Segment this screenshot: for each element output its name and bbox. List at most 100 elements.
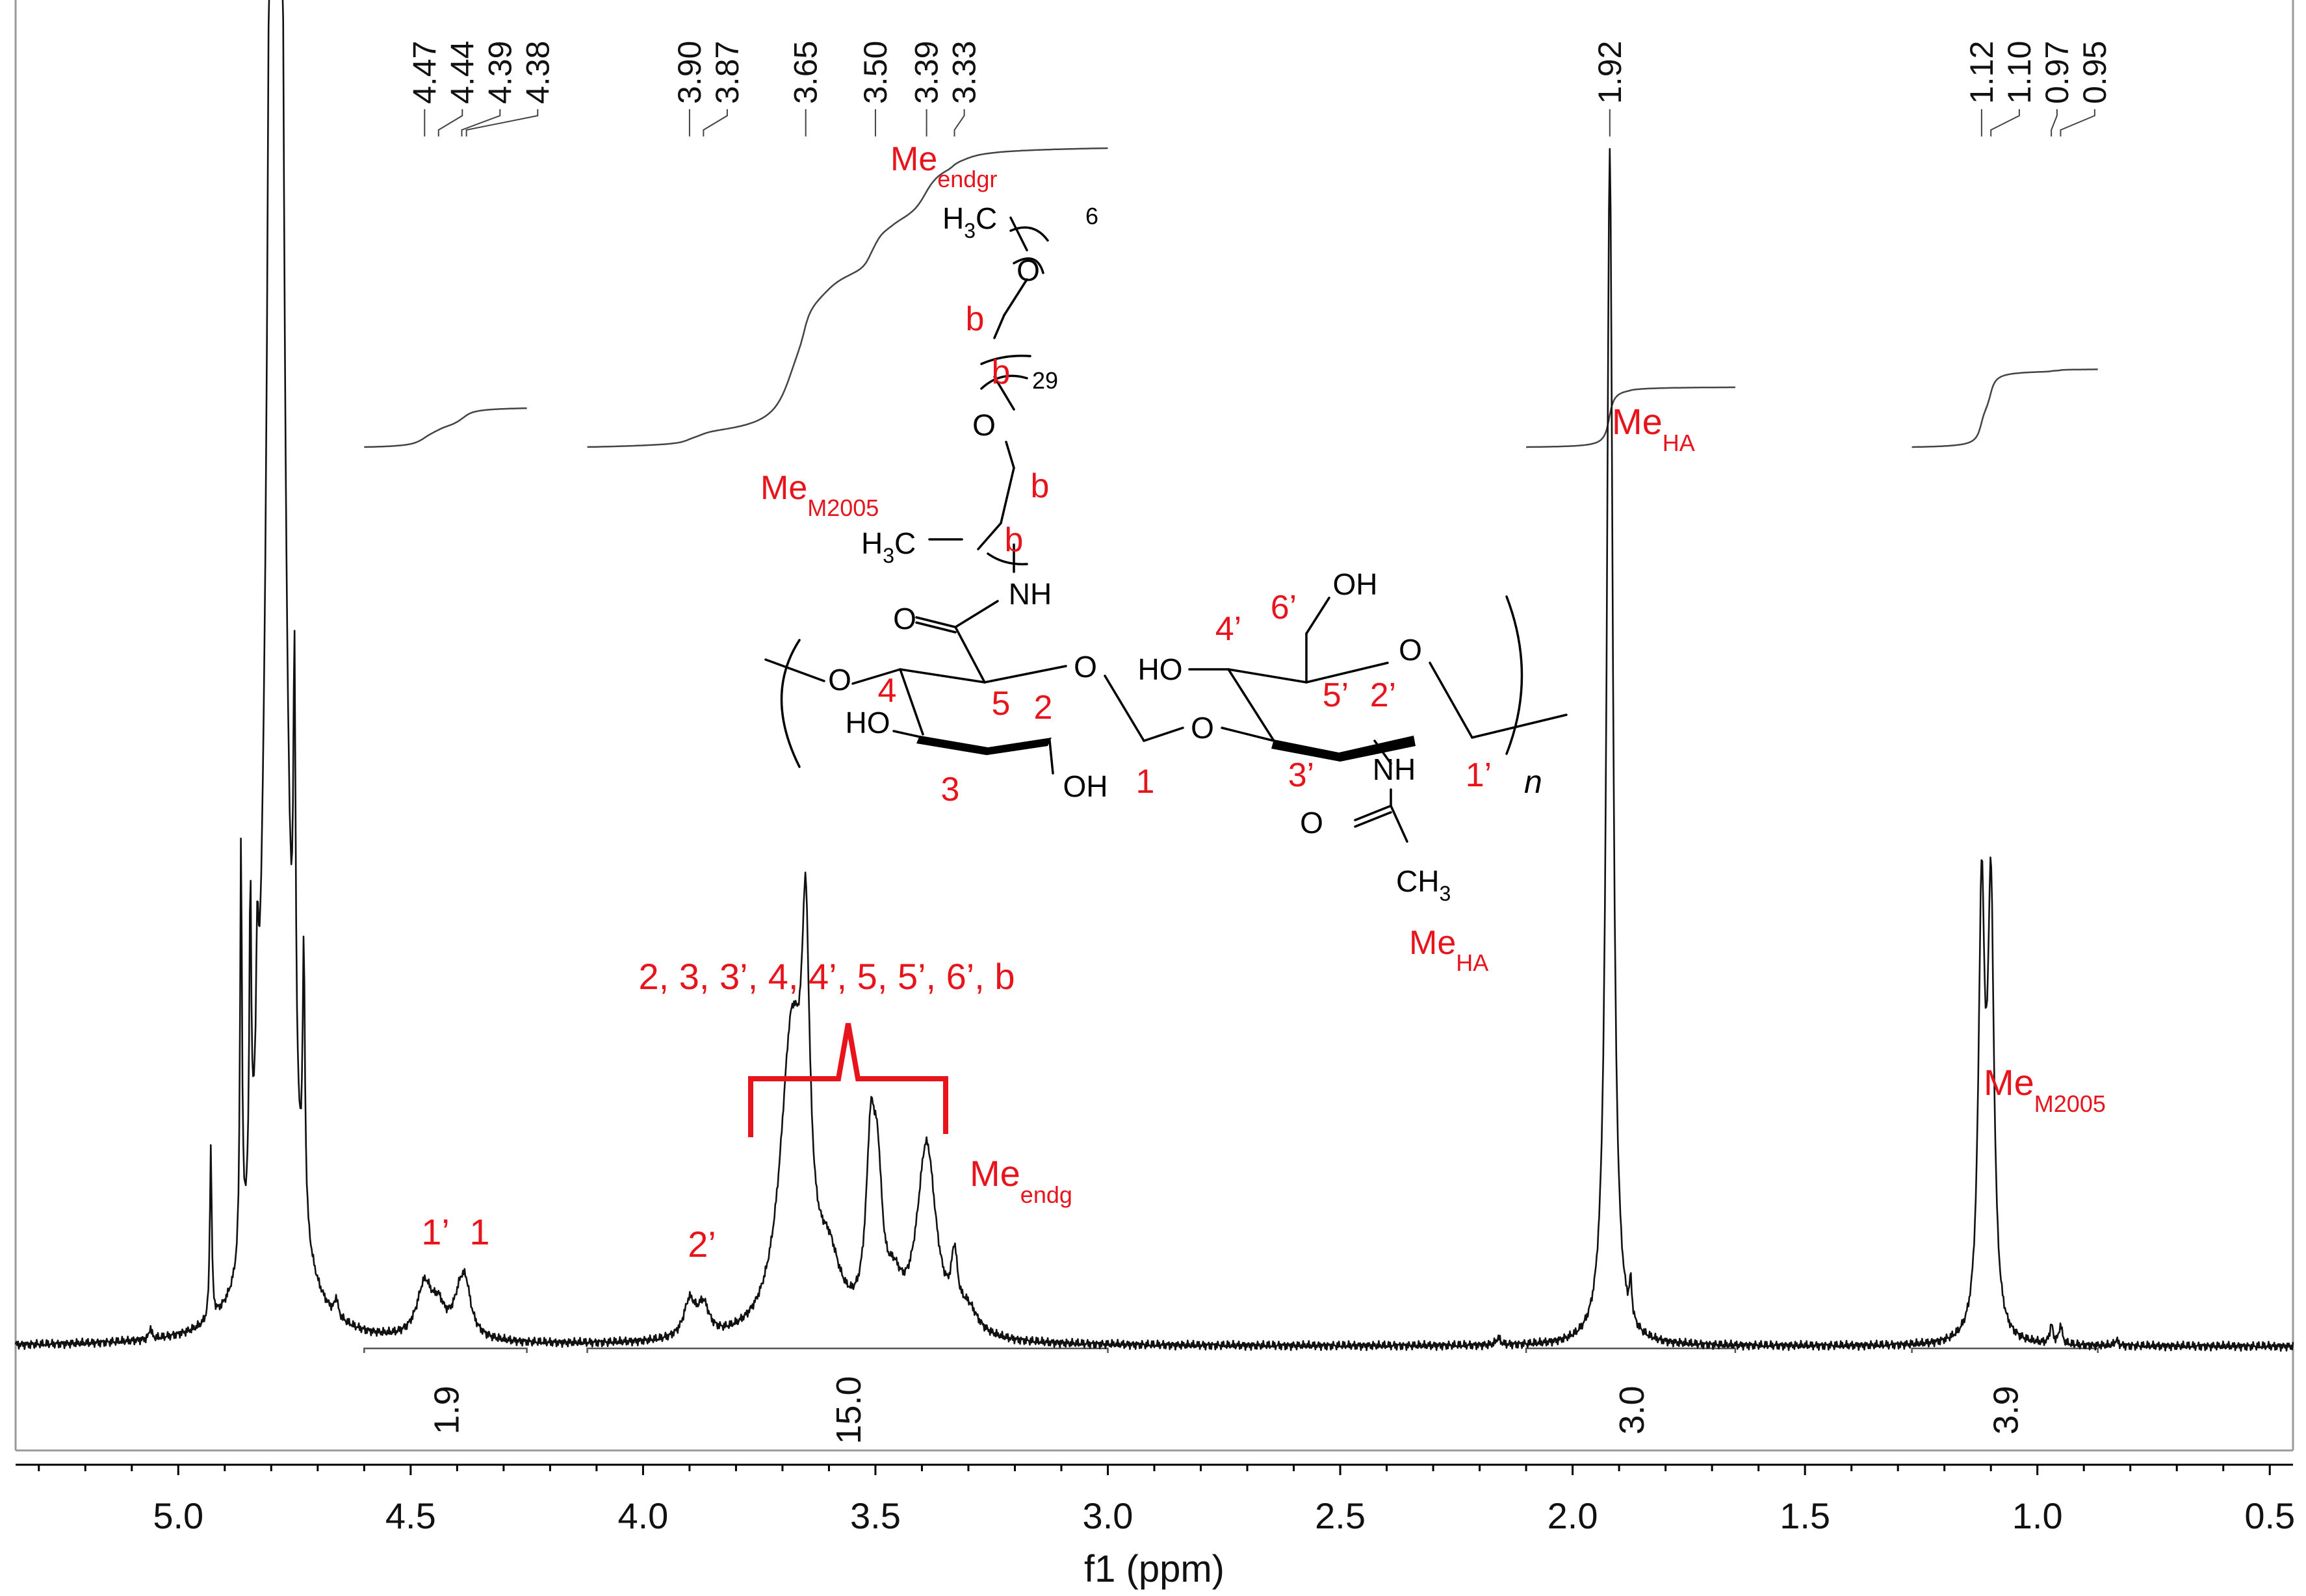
atom-label: OH bbox=[1063, 769, 1108, 803]
peak-pick-label: 4.44 bbox=[444, 41, 480, 104]
chain-label: b bbox=[1005, 521, 1024, 559]
atom-label: O bbox=[1300, 806, 1323, 840]
x-tick-label: 3.0 bbox=[1083, 1495, 1134, 1536]
x-axis-ticks: 5.0 4.5 4.0 3.5 3.0 2.5 2.0 1.5 1.0 0.5 bbox=[38, 1465, 2295, 1536]
repeat-unit-label: n bbox=[1524, 764, 1542, 800]
x-axis-title: f1 (ppm) bbox=[1084, 1548, 1224, 1590]
repeat-count: 29 bbox=[1032, 367, 1058, 394]
position-label: 4’ bbox=[1215, 610, 1241, 648]
x-tick-label: 0.5 bbox=[2244, 1495, 2295, 1536]
atom-label: H3C bbox=[861, 526, 916, 567]
assignment-label: 1 bbox=[469, 1211, 489, 1252]
methyl-label-m2005: MeM2005 bbox=[1984, 1062, 2106, 1117]
x-tick-label: 2.5 bbox=[1315, 1495, 1366, 1536]
methyl-label-ha: MeHA bbox=[1612, 401, 1695, 456]
x-tick-label: 1.0 bbox=[2012, 1495, 2063, 1536]
peak-pick-label: 3.87 bbox=[709, 41, 745, 104]
atom-label: NH bbox=[1373, 753, 1416, 786]
structure-atom-labels: O HO OH O O HO OH O NH O CH3 NH O H3C O … bbox=[828, 201, 1542, 905]
peak-pick-label: 4.47 bbox=[406, 41, 443, 104]
peak-pick-label: 4.39 bbox=[482, 41, 518, 104]
position-label: 2’ bbox=[1370, 676, 1396, 714]
position-label: 5’ bbox=[1323, 676, 1349, 714]
integral-curve bbox=[1526, 386, 1735, 448]
peak-assignment-annotations: 1’ 1 2’ 2, 3, 3’, 4, 4’, 5, 5’, 6’, b Me… bbox=[421, 401, 2106, 1265]
methyl-label-endg: Meendg bbox=[970, 1153, 1072, 1208]
atom-label: NH bbox=[1009, 577, 1052, 611]
atom-label: O bbox=[1017, 253, 1040, 287]
position-label: 2 bbox=[1034, 689, 1053, 727]
methyl-label-endgr: Meendgr bbox=[890, 140, 997, 192]
spectrum-trace bbox=[14, 0, 2294, 1352]
x-tick-label: 4.0 bbox=[617, 1495, 668, 1536]
methyl-label-ha: MeHA bbox=[1409, 924, 1488, 976]
peak-pick-label: 0.97 bbox=[2039, 41, 2075, 104]
chemical-structure: O HO OH O O HO OH O NH O CH3 NH O H3C O … bbox=[760, 140, 1568, 976]
atom-label: O bbox=[1399, 633, 1422, 667]
atom-label: O bbox=[972, 408, 996, 442]
integral-regions: 1.9 15.0 3.0 3.9 bbox=[363, 147, 2099, 1445]
position-label: 1’ bbox=[1466, 756, 1492, 794]
atom-label: O bbox=[828, 663, 851, 697]
integral-bar bbox=[1525, 1347, 1737, 1353]
peak-pick-connector bbox=[953, 109, 965, 136]
x-tick-label: 5.0 bbox=[153, 1495, 203, 1536]
atom-label: O bbox=[1074, 650, 1097, 684]
x-tick-label: 2.0 bbox=[1548, 1495, 1598, 1536]
assignment-bracket bbox=[748, 1023, 948, 1137]
assignment-label: 1’ bbox=[421, 1211, 450, 1252]
integral-value: 3.0 bbox=[1613, 1385, 1652, 1434]
integral-curve bbox=[1911, 368, 2098, 448]
integral-value: 3.9 bbox=[1987, 1385, 2026, 1434]
chain-label: b bbox=[992, 354, 1011, 391]
peak-pick-label: 3.65 bbox=[788, 41, 824, 104]
peak-pick-connector bbox=[465, 109, 539, 136]
position-label: 1 bbox=[1136, 763, 1155, 801]
integral-bar bbox=[1911, 1347, 2099, 1353]
peak-pick-label: 1.12 bbox=[1963, 41, 2000, 104]
peak-pick-connector bbox=[461, 109, 501, 136]
assignment-label: 2, 3, 3’, 4, 4’, 5, 5’, 6’, b bbox=[638, 956, 1015, 997]
integral-value: 15.0 bbox=[829, 1376, 868, 1444]
integral-curve bbox=[587, 147, 1108, 448]
peak-pick-labels: 4.47 4.44 4.39 4.38 3.90 3.87 3.65 3.50 3.39 3.33… bbox=[406, 41, 2113, 136]
peak-pick-connector bbox=[437, 109, 463, 136]
position-label: 3 bbox=[941, 771, 960, 808]
atom-label: OH bbox=[1333, 567, 1378, 601]
integral-bar bbox=[363, 1347, 528, 1353]
peak-pick-connector bbox=[2060, 109, 2095, 136]
methyl-label-m2005: MeM2005 bbox=[760, 469, 879, 521]
structure-wedge-bonds bbox=[916, 736, 1416, 762]
x-tick-label: 4.5 bbox=[385, 1495, 436, 1536]
atom-label: O bbox=[1191, 711, 1214, 745]
atom-label: CH3 bbox=[1396, 864, 1451, 905]
x-axis: 5.0 4.5 4.0 3.5 3.0 2.5 2.0 1.5 1.0 0.5 f1 (ppm) bbox=[16, 1463, 2295, 1590]
peak-pick-label: 3.39 bbox=[909, 41, 945, 104]
repeat-count: 6 bbox=[1085, 203, 1098, 229]
peak-pick-label: 3.33 bbox=[946, 41, 983, 104]
position-label: 3’ bbox=[1288, 756, 1314, 794]
position-label: 6’ bbox=[1271, 589, 1297, 626]
peak-pick-connector bbox=[1990, 109, 2020, 136]
atom-label: O bbox=[893, 602, 916, 636]
atom-label: HO bbox=[1138, 652, 1183, 686]
atom-label: HO bbox=[846, 706, 890, 740]
peak-pick-connector bbox=[703, 109, 728, 136]
peak-pick-label: 0.95 bbox=[2077, 41, 2113, 104]
chain-label: b bbox=[1031, 467, 1050, 505]
peak-pick-label: 1.92 bbox=[1592, 41, 1628, 104]
integral-curve bbox=[364, 407, 527, 448]
structure-position-labels: 4 5 2 3 1 4’ 6’ 5’ 2’ 3’ 1’ b b b b Meen… bbox=[760, 140, 1492, 976]
position-label: 4 bbox=[878, 672, 897, 710]
peak-pick-label: 3.50 bbox=[857, 41, 894, 104]
peak-pick-label: 3.90 bbox=[671, 41, 708, 104]
x-tick-label: 3.5 bbox=[850, 1495, 901, 1536]
atom-label: H3C bbox=[942, 201, 997, 242]
position-label: 5 bbox=[992, 685, 1011, 723]
assignment-label: 2’ bbox=[688, 1224, 716, 1265]
peak-pick-label: 4.38 bbox=[519, 41, 556, 104]
structure-bonds bbox=[764, 216, 1568, 843]
integral-value: 1.9 bbox=[427, 1385, 466, 1434]
integral-bar bbox=[586, 1347, 1109, 1353]
